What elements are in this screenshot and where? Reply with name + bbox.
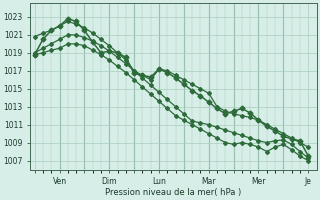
X-axis label: Pression niveau de la mer( hPa ): Pression niveau de la mer( hPa ) bbox=[105, 188, 242, 197]
